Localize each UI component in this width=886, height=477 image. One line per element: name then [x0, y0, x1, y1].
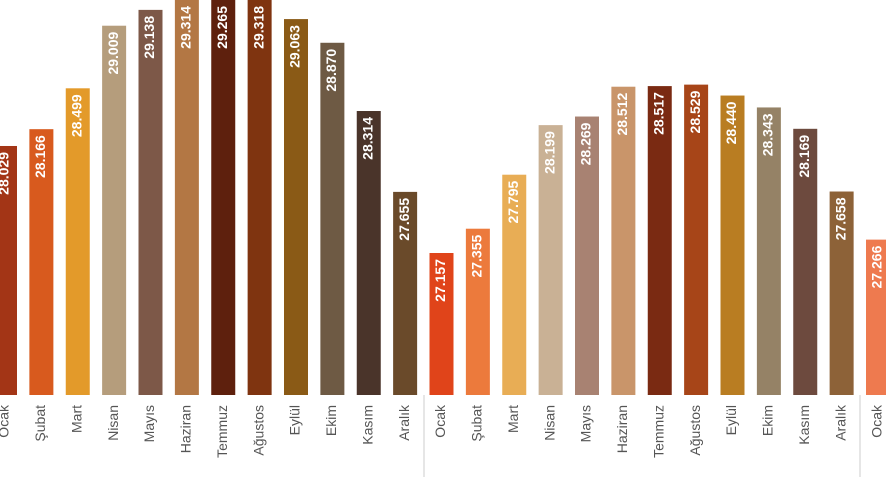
- value-label: 29.009: [105, 32, 121, 75]
- bar: [720, 95, 745, 395]
- category-label: Ağustos: [687, 405, 703, 456]
- category-label: Mart: [68, 405, 84, 433]
- category-label: Ocak: [869, 404, 885, 438]
- bar: [320, 42, 345, 395]
- value-label: 29.314: [178, 6, 194, 49]
- value-label: 28.343: [760, 113, 776, 156]
- category-label: Nisan: [541, 405, 557, 441]
- category-label: Ocak: [0, 404, 12, 438]
- value-label: 28.499: [68, 94, 84, 137]
- bar: [174, 0, 199, 395]
- bar: [284, 19, 308, 395]
- bar: [356, 111, 381, 395]
- category-label: Ekim: [323, 405, 339, 436]
- category-label: Kasım: [359, 405, 375, 445]
- value-label: 27.266: [869, 245, 885, 288]
- category-label: Ocak: [432, 404, 448, 438]
- value-label: 28.440: [723, 101, 739, 144]
- category-label: Temmuz: [650, 405, 666, 458]
- value-label: 29.265: [214, 6, 230, 49]
- category-label: Haziran: [178, 405, 194, 453]
- value-label: 28.269: [578, 122, 594, 165]
- value-label: 29.138: [141, 16, 157, 59]
- category-label: Aralık: [396, 404, 412, 441]
- category-label: Haziran: [614, 405, 630, 453]
- value-label: 28.517: [650, 92, 666, 135]
- bar: [429, 253, 454, 395]
- value-label: 28.199: [541, 131, 557, 174]
- value-label: 28.029: [0, 152, 12, 195]
- value-label: 27.157: [432, 259, 448, 302]
- bar: [611, 86, 636, 395]
- category-label: Ağustos: [250, 405, 266, 456]
- category-label: Şubat: [469, 405, 485, 442]
- bar: [211, 0, 236, 396]
- bar: [393, 191, 418, 395]
- bar: [684, 84, 709, 395]
- value-label: 27.795: [505, 180, 521, 223]
- value-label: 29.318: [250, 6, 266, 49]
- bar: [0, 145, 17, 395]
- value-label: 28.870: [323, 49, 339, 92]
- value-label: 27.355: [469, 234, 485, 277]
- value-label: 28.169: [796, 135, 812, 178]
- category-label: Ekim: [760, 405, 776, 436]
- category-label: Nisan: [105, 405, 121, 441]
- bar: [138, 9, 163, 396]
- bar: [647, 86, 672, 395]
- category-label: Eylül: [287, 405, 303, 435]
- category-label: Aralık: [832, 404, 848, 441]
- category-label: Temmuz: [214, 405, 230, 458]
- bar: [29, 129, 54, 395]
- category-label: Mayıs: [578, 405, 594, 442]
- bar: [102, 25, 127, 396]
- bar: [538, 125, 563, 395]
- bar: [465, 228, 490, 395]
- category-label: Mayıs: [141, 405, 157, 442]
- value-label: 27.658: [832, 197, 848, 240]
- category-label: Kasım: [796, 405, 812, 445]
- bar: [793, 128, 818, 395]
- value-label: 28.314: [359, 117, 375, 160]
- value-label: 28.529: [687, 90, 703, 133]
- value-label: 27.655: [396, 198, 412, 241]
- value-label: 28.166: [32, 135, 48, 178]
- bar: [866, 239, 886, 395]
- bar: [65, 88, 90, 396]
- category-label: Şubat: [32, 405, 48, 442]
- category-label: Eylül: [723, 405, 739, 435]
- value-label: 28.512: [614, 93, 630, 136]
- bar: [502, 174, 527, 395]
- bar: [756, 107, 781, 395]
- category-label: Mart: [505, 405, 521, 433]
- bar: [247, 0, 272, 396]
- bar: [575, 116, 599, 396]
- value-label: 29.063: [287, 25, 303, 68]
- bar: [829, 191, 854, 395]
